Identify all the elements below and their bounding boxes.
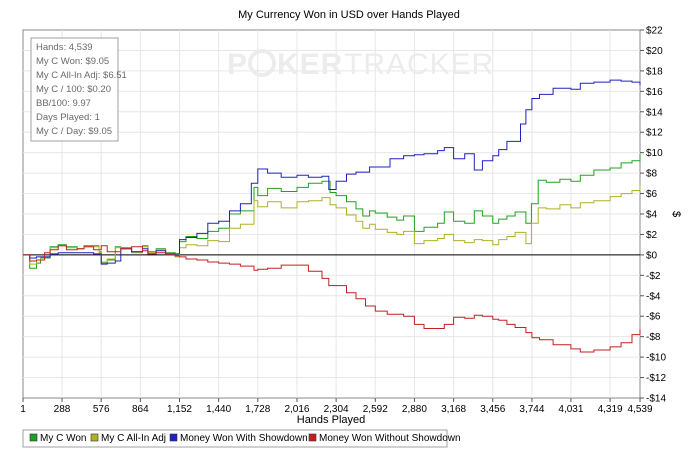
info-days: Days Played: 1 [36,112,100,123]
y-axis-title: $ [670,211,682,217]
x-tick-label: 2,592 [363,404,388,415]
y-tick-label: $6 [646,189,658,200]
info-bb-100: BB/100: 9.97 [36,98,91,109]
legend-swatch [169,433,178,442]
series-lines [23,79,641,353]
x-tick-label: 2,880 [402,404,427,415]
y-tick-label: $0 [646,250,658,261]
y-tick-label: -$4 [646,291,661,302]
y-tick-label: $20 [646,46,663,57]
series-line-my-c-all-in-adj [23,185,641,265]
info-hands: Hands: 4,539 [36,42,93,53]
legend-label: My C All-In Adj [101,433,166,444]
legend-frame [22,429,448,448]
x-tick-label: 4,031 [558,404,583,415]
y-tick-label: -$2 [646,271,661,282]
x-axis-title: Hands Played [297,414,366,426]
chart-title: My Currency Won in USD over Hands Played [238,9,460,21]
y-tick-label: $22 [646,26,663,37]
series-line-my-c-won [23,154,641,269]
x-tick-label: 3,168 [441,404,466,415]
y-tick-label: $8 [646,169,658,180]
y-tick-label: $14 [646,107,663,118]
x-tick-label: 1,728 [245,404,270,415]
x-tick-label: 3,744 [519,404,544,415]
y-tick-label: $4 [646,210,658,221]
y-tick-label: $12 [646,128,663,139]
x-tick-label: 4,319 [598,404,623,415]
x-tick-label: 1,152 [167,404,192,415]
y-tick-label: $16 [646,87,663,98]
info-allin-adj: My C All-In Adj: $6.51 [36,70,127,81]
y-tick-label: -$8 [646,332,661,343]
series-line-money-won-without-showdown [23,245,641,353]
legend: My C Won My C All-In Adj Money Won With Sh… [29,433,461,444]
y-axis-ticks: -$14 -$12 -$10 -$8 -$6 -$4 -$2 $0 $2 $4 $6 $8 $10 $12… [640,26,666,405]
x-tick-label: 2,304 [324,404,349,415]
x-tick-label: 1 [20,404,26,415]
legend-label: My C Won [40,433,87,444]
info-per-100: My C / 100: $0.20 [36,84,111,95]
x-tick-label: 1,440 [206,404,231,415]
legend-swatch [308,433,317,442]
x-tick-label: 4,539 [627,404,652,415]
info-box-frame [30,37,119,142]
watermark-left: P [227,48,248,81]
info-box: Hands: 4,539 My C Won: $9.05 My C All-In… [30,37,127,142]
y-tick-label: -$10 [646,353,666,364]
x-tick-label: 3,456 [480,404,505,415]
watermark-tracker: TRACKER [344,48,494,81]
info-per-day: My C / Day: $9.05 [36,126,112,137]
x-tick-label: 288 [54,404,71,415]
watermark-right: KER [277,48,343,81]
y-tick-label: $10 [646,148,663,159]
x-tick-label: 864 [132,404,149,415]
watermark-chip-icon [248,49,276,77]
y-tick-label: -$6 [646,312,661,323]
y-tick-label: $2 [646,230,658,241]
watermark: P KER TRACKER [227,48,494,81]
y-tick-label: -$14 [646,394,666,405]
y-tick-label: -$12 [646,373,666,384]
legend-swatch [90,433,99,442]
legend-swatch [29,433,38,442]
x-tick-label: 2,016 [284,404,309,415]
legend-label: Money Won With Showdown [180,433,308,444]
x-tick-label: 576 [93,404,110,415]
x-axis-ticks: 1 288 576 864 1,152 1,440 1,728 2,016 2,304 2,592… [20,398,653,415]
info-won: My C Won: $9.05 [36,56,109,67]
y-tick-label: $18 [646,66,663,77]
legend-label: Money Won Without Showdown [319,433,461,444]
